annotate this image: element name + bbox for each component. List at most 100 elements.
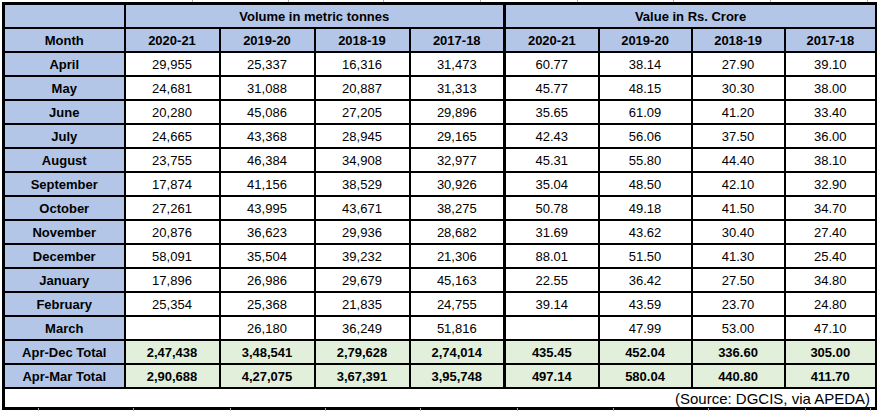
value-cell: 88.01 (505, 244, 599, 268)
value-cell: 30.40 (692, 220, 785, 244)
volume-cell: 29,165 (410, 124, 505, 148)
month-label: April (4, 52, 125, 76)
value-cell: 32.90 (785, 172, 877, 196)
year-column-header: 2020-21 (125, 28, 220, 52)
table-row-june: June20,28045,08627,20529,89635.6561.0941… (4, 100, 877, 124)
value-cell: 38.00 (785, 76, 877, 100)
total-volume-cell: 4,27,075 (220, 364, 315, 388)
month-label: November (4, 220, 125, 244)
total-label: Apr-Mar Total (4, 364, 125, 388)
value-cell: 51.50 (599, 244, 692, 268)
value-cell: 42.10 (692, 172, 785, 196)
table-row-august: August23,75546,38434,90832,97745.3155.80… (4, 148, 877, 172)
volume-cell: 28,682 (410, 220, 505, 244)
table-row-april: April29,95525,33716,31631,47360.7738.142… (4, 52, 877, 76)
volume-cell: 31,473 (410, 52, 505, 76)
month-label: October (4, 196, 125, 220)
value-cell: 27.50 (692, 268, 785, 292)
value-cell: 60.77 (505, 52, 599, 76)
volume-cell: 29,955 (125, 52, 220, 76)
value-cell: 36.42 (599, 268, 692, 292)
volume-cell: 43,995 (220, 196, 315, 220)
volume-cell: 21,306 (410, 244, 505, 268)
value-cell: 35.65 (505, 100, 599, 124)
value-cell: 39.14 (505, 292, 599, 316)
value-cell: 27.90 (692, 52, 785, 76)
value-cell: 24.80 (785, 292, 877, 316)
total-volume-cell: 3,48,541 (220, 340, 315, 364)
value-cell: 53.00 (692, 316, 785, 340)
value-cell: 45.31 (505, 148, 599, 172)
volume-cell: 32,977 (410, 148, 505, 172)
volume-cell: 43,671 (315, 196, 410, 220)
total-volume-cell: 2,47,438 (125, 340, 220, 364)
year-column-header: 2017-18 (785, 28, 877, 52)
source-note: (Source: DGCIS, via APEDA) (4, 388, 877, 409)
volume-cell: 45,163 (410, 268, 505, 292)
volume-cell: 29,936 (315, 220, 410, 244)
table-row-january: January17,89626,98629,67945,16322.5536.4… (4, 268, 877, 292)
volume-cell: 29,896 (410, 100, 505, 124)
volume-cell: 28,945 (315, 124, 410, 148)
total-value-cell: 411.70 (785, 364, 877, 388)
value-cell: 36.00 (785, 124, 877, 148)
value-cell: 56.06 (599, 124, 692, 148)
value-cell: 34.80 (785, 268, 877, 292)
value-cell: 47.10 (785, 316, 877, 340)
month-label: September (4, 172, 125, 196)
volume-cell: 20,887 (315, 76, 410, 100)
volume-cell: 20,876 (125, 220, 220, 244)
month-label: December (4, 244, 125, 268)
volume-cell: 25,368 (220, 292, 315, 316)
total-volume-cell: 2,79,628 (315, 340, 410, 364)
volume-group-header: Volume in metric tonnes (125, 4, 505, 29)
table-row-october: October27,26143,99543,67138,27550.7849.1… (4, 196, 877, 220)
volume-cell: 36,249 (315, 316, 410, 340)
volume-cell: 20,280 (125, 100, 220, 124)
volume-cell: 29,679 (315, 268, 410, 292)
volume-cell: 38,275 (410, 196, 505, 220)
value-cell: 25.40 (785, 244, 877, 268)
year-column-header: 2018-19 (315, 28, 410, 52)
table-row-may: May24,68131,08820,88731,31345.7748.1530.… (4, 76, 877, 100)
total-volume-cell: 3,67,391 (315, 364, 410, 388)
total-value-cell: 497.14 (505, 364, 599, 388)
volume-cell: 41,156 (220, 172, 315, 196)
value-cell: 41.50 (692, 196, 785, 220)
group-header-row: Volume in metric tonnes Value in Rs. Cro… (4, 4, 877, 29)
value-cell: 49.18 (599, 196, 692, 220)
value-cell: 47.99 (599, 316, 692, 340)
value-cell: 42.43 (505, 124, 599, 148)
month-column-header: Month (4, 28, 125, 52)
value-cell (505, 316, 599, 340)
value-cell: 39.10 (785, 52, 877, 76)
total-volume-cell: 3,95,748 (410, 364, 505, 388)
value-cell: 38.14 (599, 52, 692, 76)
gridline-tick (577, 0, 578, 2)
gridline-tick (673, 0, 674, 2)
volume-cell: 27,261 (125, 196, 220, 220)
volume-cell: 21,835 (315, 292, 410, 316)
total-row-apr-dec: Apr-Dec Total2,47,4383,48,5412,79,6282,7… (4, 340, 877, 364)
total-value-cell: 580.04 (599, 364, 692, 388)
total-value-cell: 435.45 (505, 340, 599, 364)
table-row-september: September17,87441,15638,52930,92635.0448… (4, 172, 877, 196)
month-label: January (4, 268, 125, 292)
volume-cell: 46,384 (220, 148, 315, 172)
volume-cell: 43,368 (220, 124, 315, 148)
value-cell: 43.62 (599, 220, 692, 244)
volume-cell (125, 316, 220, 340)
gridline-tick (867, 0, 868, 2)
total-value-cell: 452.04 (599, 340, 692, 364)
value-cell: 44.40 (692, 148, 785, 172)
table-row-december: December58,09135,50439,23221,30688.0151.… (4, 244, 877, 268)
volume-cell: 25,354 (125, 292, 220, 316)
value-cell: 31.69 (505, 220, 599, 244)
value-cell: 48.50 (599, 172, 692, 196)
volume-cell: 26,180 (220, 316, 315, 340)
value-cell: 50.78 (505, 196, 599, 220)
year-column-header: 2020-21 (505, 28, 599, 52)
value-cell: 45.77 (505, 76, 599, 100)
value-cell: 55.80 (599, 148, 692, 172)
volume-cell: 24,681 (125, 76, 220, 100)
